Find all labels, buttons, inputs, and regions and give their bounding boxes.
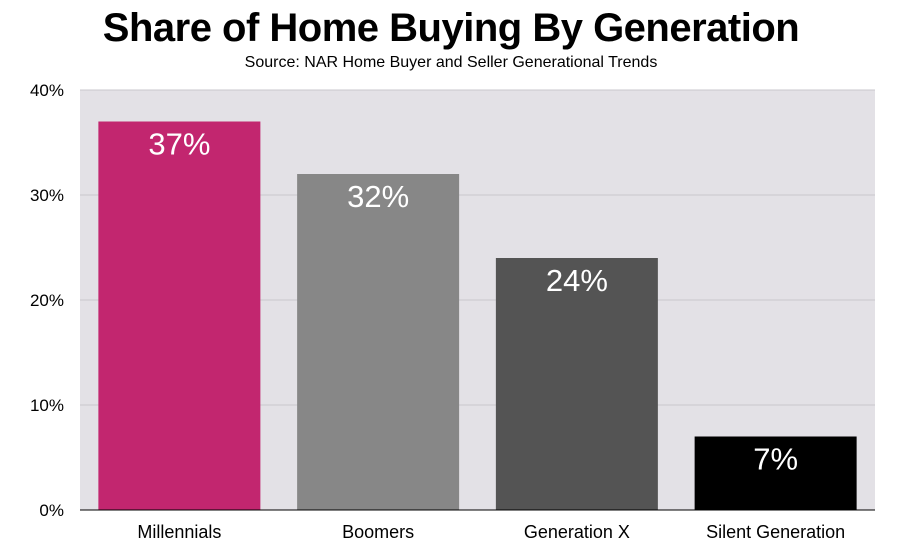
data-label: 37%	[148, 127, 210, 162]
chart-subtitle: Source: NAR Home Buyer and Seller Genera…	[244, 54, 658, 71]
data-label: 24%	[546, 263, 608, 298]
data-label: 32%	[347, 179, 409, 214]
bar	[694, 436, 857, 510]
y-tick-label: 40%	[30, 81, 64, 100]
bar	[297, 174, 460, 510]
x-category-label: Generation X	[524, 522, 630, 542]
x-category-label: Millennials	[137, 522, 221, 542]
data-label: 7%	[753, 442, 798, 477]
chart-title: Share of Home Buying By Generation	[102, 6, 800, 50]
bar	[98, 121, 261, 510]
y-tick-label: 30%	[30, 186, 64, 205]
x-category-label: Boomers	[342, 522, 414, 542]
y-tick-label: 0%	[39, 501, 64, 520]
bar	[495, 258, 658, 510]
y-tick-label: 20%	[30, 291, 64, 310]
x-category-label: Silent Generation	[706, 522, 845, 542]
y-tick-label: 10%	[30, 396, 64, 415]
